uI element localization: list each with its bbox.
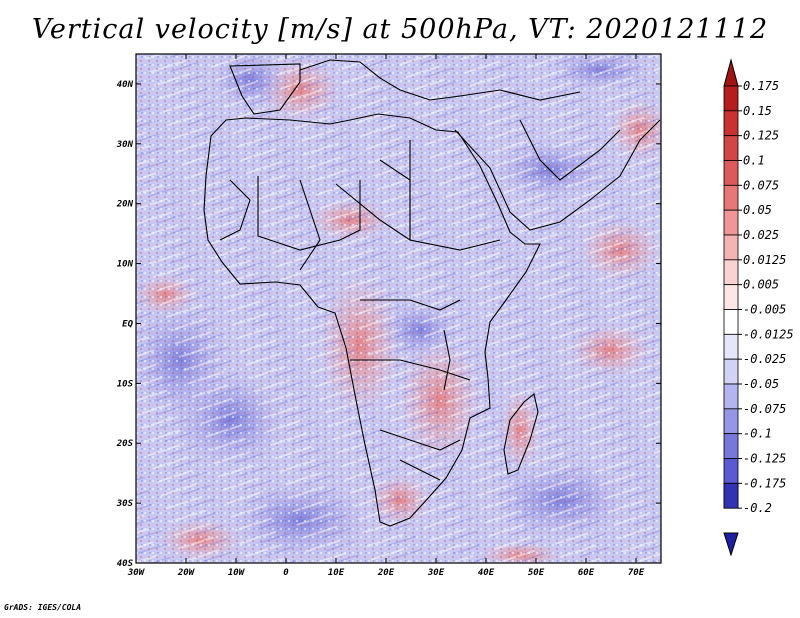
colorbar-box bbox=[723, 85, 739, 112]
colorbar-label: -0.05 bbox=[743, 377, 779, 391]
colorbar-label: 0.075 bbox=[743, 178, 779, 192]
y-tick-label: 20S bbox=[116, 439, 134, 449]
y-tick-label: 30S bbox=[116, 499, 134, 509]
colorbar-label: -0.1 bbox=[743, 427, 772, 441]
y-tick-label: 10N bbox=[117, 260, 134, 270]
colorbar-box bbox=[723, 482, 739, 509]
colorbar-box bbox=[723, 184, 739, 211]
colorbar-label: -0.175 bbox=[743, 476, 786, 490]
y-tick-label: 40N bbox=[117, 80, 134, 90]
colorbar-box bbox=[723, 209, 739, 236]
x-tick-label: 50E bbox=[528, 568, 545, 578]
colorbar-box bbox=[723, 135, 739, 161]
colorbar-label: -0.005 bbox=[743, 303, 786, 317]
chart-title: Vertical velocity [m/s] at 500hPa, VT: 2… bbox=[31, 14, 769, 45]
colorbar-box bbox=[723, 309, 739, 335]
border-1 bbox=[257, 176, 361, 251]
x-tick-label: 70E bbox=[628, 568, 645, 578]
y-tick-label: 20N bbox=[116, 200, 134, 210]
footer-credit: GrADS: IGES/COLA bbox=[4, 603, 82, 612]
colorbar-box bbox=[723, 383, 739, 410]
mediterranean-north bbox=[299, 59, 581, 101]
x-tick-label: 60E bbox=[578, 568, 595, 578]
border-5 bbox=[350, 359, 471, 381]
colorbar-label: -0.075 bbox=[743, 402, 786, 416]
border-10 bbox=[443, 329, 451, 391]
colorbar-box bbox=[723, 358, 739, 385]
plot-frame bbox=[135, 53, 662, 564]
colorbar-box bbox=[723, 458, 739, 484]
colorbar-box bbox=[723, 110, 739, 137]
colorbar-label: 0.0125 bbox=[743, 253, 786, 267]
border-4 bbox=[360, 299, 461, 311]
colorbar-bottom-arrow bbox=[723, 532, 739, 557]
colorbar-label: 0.125 bbox=[743, 129, 779, 143]
colorbar-box bbox=[723, 333, 739, 360]
axes: 30W 20W 10W 0 10E 20E 30E 40E 50E 60E 70E 40N 30N 20N… bbox=[116, 54, 661, 578]
colorbar-top-arrow bbox=[723, 58, 739, 87]
colorbar-label: -0.2 bbox=[743, 501, 772, 515]
x-tick-label: 20E bbox=[377, 568, 395, 578]
colorbar-box bbox=[723, 408, 739, 435]
colorbar-box bbox=[723, 234, 739, 261]
colorbar-label: 0.025 bbox=[743, 228, 779, 242]
madagascar bbox=[503, 393, 539, 475]
border-6 bbox=[379, 429, 461, 451]
border-8 bbox=[399, 459, 441, 481]
x-tick-label: 0 bbox=[283, 568, 289, 578]
colorbar-box bbox=[723, 160, 739, 186]
arabia-coast bbox=[454, 119, 661, 231]
colorbar: 0.175 0.15 0.125 0.1 0.075 0.05 0.025 0.0125 0.0… bbox=[723, 58, 794, 557]
y-tick-label: 30N bbox=[116, 140, 134, 150]
border-7 bbox=[219, 179, 251, 241]
x-tick-label: 30E bbox=[427, 568, 445, 578]
colorbar-label: 0.15 bbox=[743, 104, 772, 118]
colorbar-box bbox=[723, 259, 739, 286]
colorbar-label: -0.0125 bbox=[743, 327, 794, 341]
border-9 bbox=[519, 119, 621, 181]
colorbar-box bbox=[723, 433, 739, 459]
africa-coastline bbox=[203, 113, 541, 527]
x-tick-label: 20W bbox=[177, 568, 196, 578]
border-3 bbox=[409, 140, 501, 251]
colorbar-label: 0.005 bbox=[743, 278, 779, 292]
x-tick-label: 40E bbox=[478, 568, 495, 578]
border-11 bbox=[299, 179, 321, 271]
x-tick-label: 30W bbox=[127, 568, 146, 578]
field-speckle bbox=[136, 54, 661, 563]
colorbar-label: 0.175 bbox=[743, 79, 779, 93]
x-tick-label: 10E bbox=[328, 568, 345, 578]
coastlines-borders bbox=[203, 59, 661, 527]
colorbar-label: 0.1 bbox=[743, 154, 765, 168]
y-tick-label: EQ bbox=[122, 319, 133, 329]
colorbar-box bbox=[723, 284, 739, 310]
colorbar-label: -0.125 bbox=[743, 452, 786, 466]
x-tick-label: 10W bbox=[228, 568, 246, 578]
colorbar-label: -0.025 bbox=[743, 352, 786, 366]
y-tick-label: 40S bbox=[117, 559, 134, 569]
colorbar-label: 0.05 bbox=[743, 203, 772, 217]
y-tick-label: 10S bbox=[117, 379, 134, 389]
iberia bbox=[229, 63, 301, 115]
velocity-field bbox=[136, 54, 661, 563]
